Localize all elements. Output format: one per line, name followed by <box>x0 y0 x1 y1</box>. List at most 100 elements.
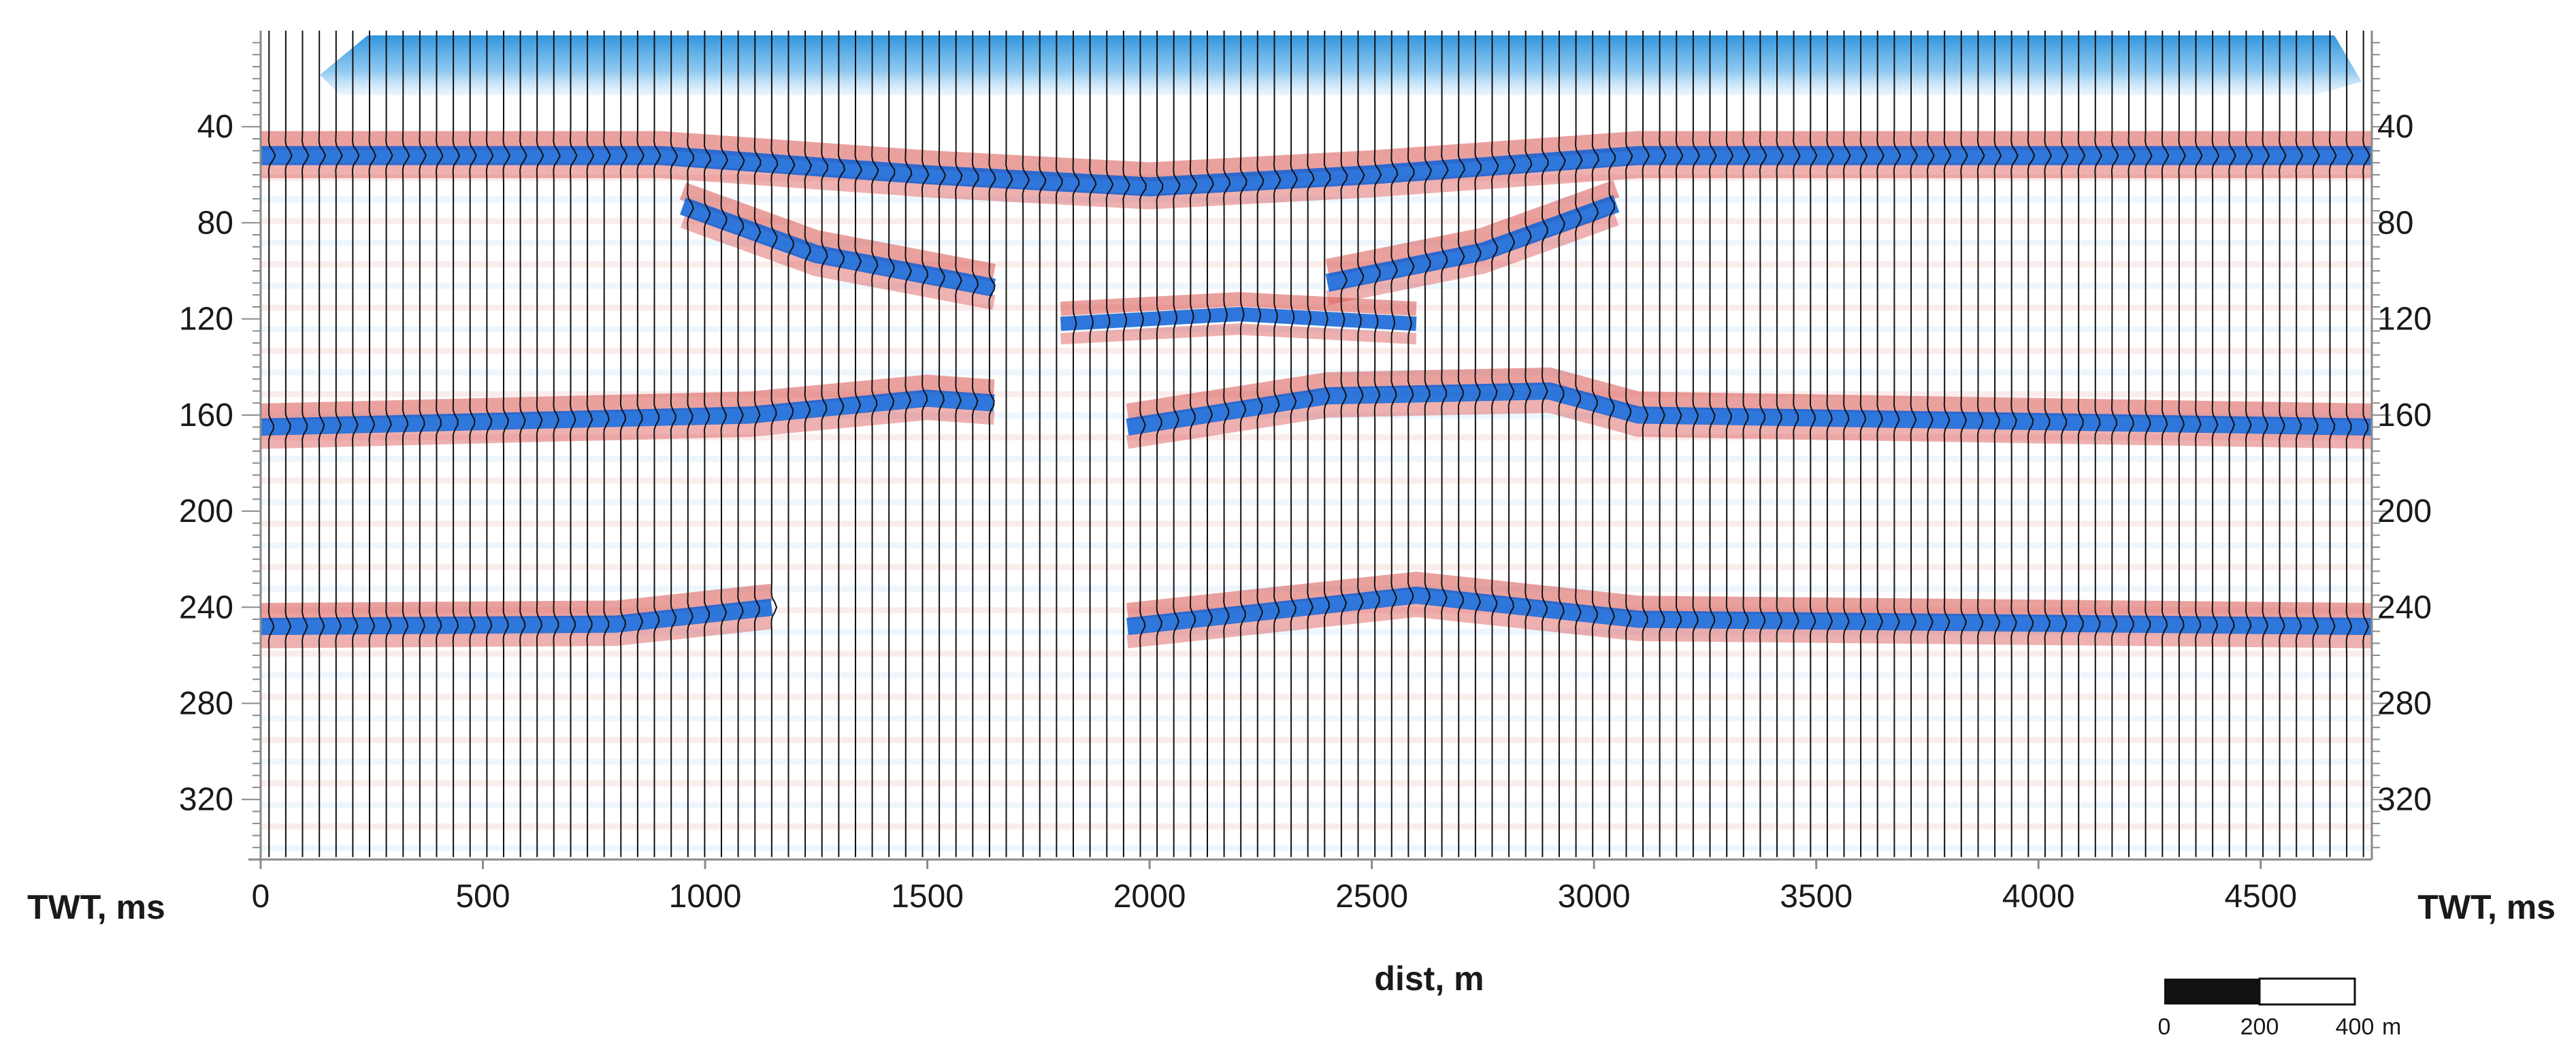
y-ticks-right: 40 80 120 160 200 240 280 320 <box>2372 42 2432 849</box>
reflector-peak-lower <box>261 615 773 649</box>
trace-line <box>586 31 595 857</box>
trace-line <box>988 31 996 857</box>
left-axis-title: TWT, ms <box>27 888 165 926</box>
background-band <box>261 282 2372 289</box>
trace-line <box>1340 31 1348 857</box>
seismic-traces <box>267 31 2370 857</box>
background-band <box>261 736 2372 743</box>
reflector-peak-lower <box>1126 399 2372 449</box>
trace-line <box>1022 31 1030 857</box>
trace-line <box>385 31 393 857</box>
background-band <box>261 715 2372 722</box>
trace-line <box>1089 31 1097 857</box>
background-band <box>261 240 2372 246</box>
y-tick-label-right: 80 <box>2377 205 2413 241</box>
trace-line <box>636 31 645 857</box>
trace-line <box>1558 31 1566 857</box>
trace-line <box>1725 31 1734 857</box>
trace-line <box>1139 31 1147 857</box>
trace-line <box>318 31 327 857</box>
trace-line <box>1490 31 1499 857</box>
reflector-peak-upper <box>261 583 773 621</box>
trace-line <box>1893 31 1902 857</box>
trace-line <box>1457 31 1465 857</box>
background-band <box>261 412 2372 419</box>
background-band <box>261 434 2372 441</box>
trace-line <box>2127 31 2136 857</box>
y-tick-label-right: 40 <box>2377 109 2413 145</box>
trace-line <box>284 31 293 857</box>
background-band <box>261 802 2372 808</box>
trace-line <box>955 31 963 857</box>
trace-line <box>1625 31 1633 857</box>
trace-line <box>1842 31 1851 857</box>
trace-line <box>2027 31 2036 857</box>
reflector-peak-upper <box>679 182 996 282</box>
trace-line <box>2279 31 2287 857</box>
background-band <box>261 455 2372 462</box>
trace-line <box>536 31 544 857</box>
trace-line <box>1575 31 1583 857</box>
trace-line <box>1525 31 1533 857</box>
trace-line <box>1960 31 1968 857</box>
reflector-peak-upper <box>1060 292 1417 316</box>
scale-bar-tick-0: 0 <box>2158 1014 2171 1040</box>
trace-line <box>1876 31 1885 857</box>
scale-bar-tick-200: 200 <box>2240 1014 2279 1040</box>
trace-line <box>435 31 444 857</box>
trace-line <box>1474 31 1482 857</box>
reflector-peak-lower <box>1060 323 1417 345</box>
trace-line <box>804 31 813 857</box>
trace-line <box>1675 31 1684 857</box>
trace-line <box>1173 31 1181 857</box>
trace-line <box>569 31 578 857</box>
trace-line <box>871 31 879 857</box>
scale-bar-black-segment <box>2164 979 2260 1004</box>
trace-line <box>1541 31 1549 857</box>
trace-line <box>2295 31 2304 857</box>
background-band <box>261 780 2372 787</box>
scale-bar-unit: m <box>2382 1014 2401 1040</box>
trace-line <box>670 31 679 857</box>
trace-line <box>821 31 829 857</box>
trace-line <box>787 31 796 857</box>
x-tick-label: 0 <box>252 879 270 915</box>
trace-line <box>653 31 662 857</box>
trace-line <box>1390 31 1399 857</box>
background-band <box>261 563 2372 570</box>
trace-line <box>1441 31 1449 857</box>
background-band <box>261 758 2372 765</box>
background-band <box>261 650 2372 657</box>
y-tick-label-left: 160 <box>179 397 233 434</box>
trace-line <box>703 31 712 857</box>
trace-line <box>837 31 845 857</box>
trace-line <box>938 31 947 857</box>
trace-line <box>1072 31 1080 857</box>
trace-line <box>1189 31 1198 857</box>
x-tick-label: 1500 <box>891 879 964 915</box>
reflector-peak-lower <box>261 163 2372 210</box>
trace-line <box>1323 31 1331 857</box>
trace-line <box>1105 31 1114 857</box>
background-band <box>261 693 2372 700</box>
trace-line <box>737 31 745 857</box>
axes: 0 500 1000 1500 2000 2500 3000 3500 4000 4500 40 8… <box>179 31 2432 915</box>
x-tick-label: 2000 <box>1113 879 1186 915</box>
trace-line <box>553 31 561 857</box>
x-axis-title: dist, m <box>1374 960 1484 998</box>
trace-line <box>485 31 494 857</box>
trace-line <box>267 31 276 857</box>
trace-line <box>1122 31 1130 857</box>
y-tick-label-right: 200 <box>2377 493 2432 529</box>
trace-line <box>1742 31 1750 857</box>
background-band <box>261 369 2372 376</box>
trace-line <box>2145 31 2153 857</box>
y-tick-label-left: 320 <box>179 782 233 818</box>
background-band <box>261 845 2372 851</box>
reflector-peak-lower <box>1126 603 2372 649</box>
trace-line <box>1859 31 1868 857</box>
trace-line <box>603 31 611 857</box>
x-tick-label: 1000 <box>669 879 742 915</box>
y-tick-label-left: 120 <box>179 301 233 338</box>
